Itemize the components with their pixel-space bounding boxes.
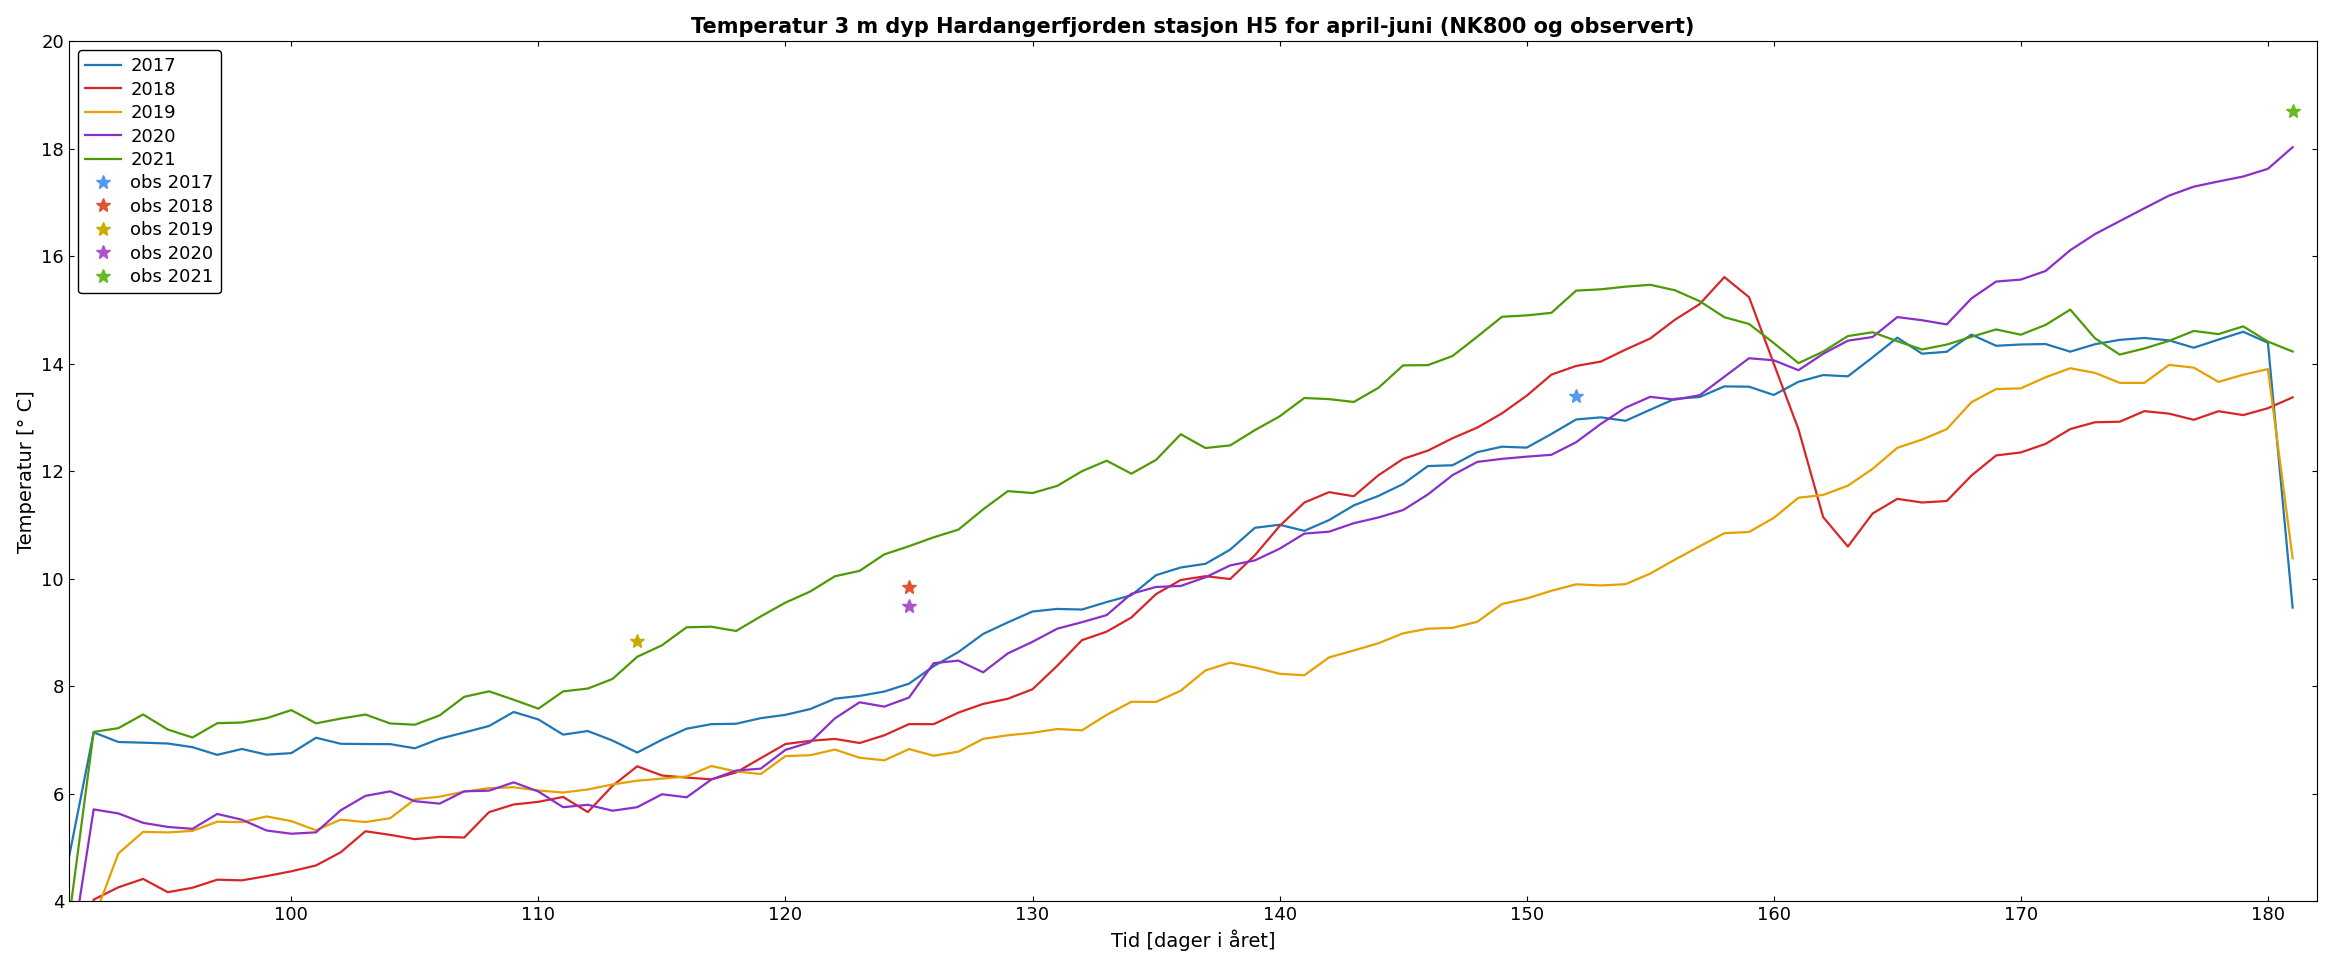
2018 xyxy=(574,806,602,818)
2021 xyxy=(1636,279,1664,290)
2019 xyxy=(327,814,355,826)
2018 xyxy=(623,761,651,772)
2017 xyxy=(56,852,84,863)
2019 xyxy=(623,774,651,786)
2020 xyxy=(2229,170,2257,182)
2018 xyxy=(2255,403,2283,414)
2019 xyxy=(2229,369,2257,380)
2017 xyxy=(574,725,602,737)
2019 xyxy=(2255,363,2283,375)
2018 xyxy=(1711,271,1739,283)
Line: 2021: 2021 xyxy=(70,285,2292,920)
2018 xyxy=(1958,469,1986,481)
Y-axis label: Temperatur [° C]: Temperatur [° C] xyxy=(16,390,35,553)
2021 xyxy=(2229,320,2257,332)
2021 xyxy=(56,914,84,925)
Line: 2020: 2020 xyxy=(70,147,2292,968)
2020 xyxy=(574,799,602,810)
2020 xyxy=(2206,175,2234,187)
2020 xyxy=(623,802,651,813)
2017 xyxy=(2229,326,2257,338)
2019 xyxy=(2278,553,2306,564)
Line: 2017: 2017 xyxy=(70,332,2292,858)
2021 xyxy=(2278,346,2306,357)
2021 xyxy=(327,712,355,724)
2021 xyxy=(574,682,602,694)
2017 xyxy=(327,738,355,749)
2018 xyxy=(2278,392,2306,404)
Line: 2018: 2018 xyxy=(70,277,2292,968)
2020 xyxy=(56,962,84,968)
2017 xyxy=(623,746,651,758)
2019 xyxy=(1933,423,1961,435)
2018 xyxy=(327,846,355,858)
Legend: 2017, 2018, 2019, 2020, 2021, obs 2017, obs 2018, obs 2019, obs 2020, obs 2021: 2017, 2018, 2019, 2020, 2021, obs 2017, … xyxy=(77,50,222,293)
Title: Temperatur 3 m dyp Hardangerfjorden stasjon H5 for april-juni (NK800 og observer: Temperatur 3 m dyp Hardangerfjorden stas… xyxy=(691,16,1694,37)
2017 xyxy=(2255,337,2283,348)
2019 xyxy=(2154,359,2182,371)
2017 xyxy=(2278,602,2306,614)
Line: 2019: 2019 xyxy=(70,365,2292,968)
2021 xyxy=(2255,336,2283,348)
2017 xyxy=(1933,346,1961,357)
2021 xyxy=(1958,331,1986,343)
2018 xyxy=(2229,409,2257,421)
X-axis label: Tid [dager i året]: Tid [dager i året] xyxy=(1111,930,1274,952)
2020 xyxy=(2278,141,2306,153)
2020 xyxy=(327,804,355,816)
2019 xyxy=(574,784,602,796)
2017 xyxy=(2206,334,2234,346)
2020 xyxy=(1933,318,1961,330)
2021 xyxy=(623,650,651,662)
